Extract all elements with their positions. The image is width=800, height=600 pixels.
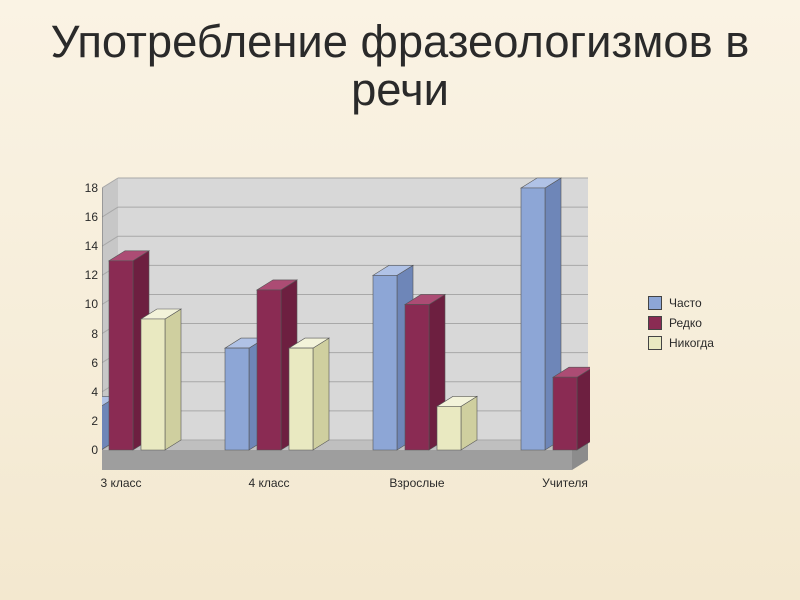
y-tick-label: 18 (64, 181, 98, 195)
legend-item: Никогда (648, 336, 714, 350)
legend-swatch (648, 336, 662, 350)
y-tick-label: 2 (64, 414, 98, 428)
legend-label: Никогда (669, 336, 714, 350)
y-tick-label: 4 (64, 385, 98, 399)
y-tick-label: 0 (64, 443, 98, 457)
x-tick-label: Учителя (542, 476, 588, 490)
legend-swatch (648, 316, 662, 330)
legend-swatch (648, 296, 662, 310)
legend-label: Редко (669, 316, 702, 330)
x-tick-label: 4 класс (248, 476, 289, 490)
x-tick-label: Взрослые (389, 476, 444, 490)
y-tick-label: 8 (64, 327, 98, 341)
y-tick-label: 16 (64, 210, 98, 224)
y-tick-label: 10 (64, 297, 98, 311)
chart-area: 024681012141618 3 класс4 классВзрослыеУч… (102, 188, 572, 450)
legend-label: Часто (669, 296, 702, 310)
y-axis: 024681012141618 (64, 188, 98, 450)
slide: { "title": { "text": "Употребление фразе… (0, 0, 800, 600)
y-tick-label: 14 (64, 239, 98, 253)
plot-svg (102, 176, 590, 472)
chart-title: Употребление фразеологизмов вречи (0, 18, 800, 113)
legend: Часто Редко Никогда (648, 290, 714, 356)
x-tick-label: 3 класс (100, 476, 141, 490)
legend-item: Редко (648, 316, 714, 330)
legend-item: Часто (648, 296, 714, 310)
y-tick-label: 12 (64, 268, 98, 282)
y-tick-label: 6 (64, 356, 98, 370)
